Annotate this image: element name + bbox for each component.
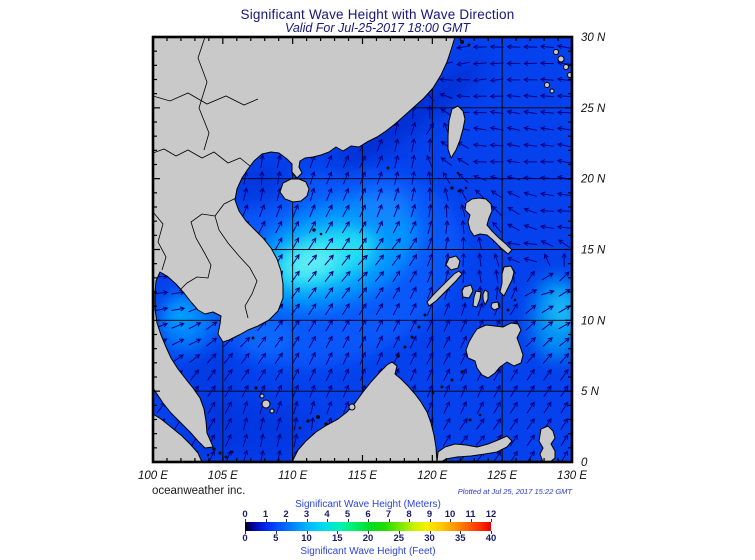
feet-tick-label: 5 (273, 533, 279, 544)
feet-tick-label: 0 (242, 533, 248, 544)
small-island (549, 88, 555, 94)
colorbar-tick (470, 519, 472, 522)
colorbar-tick (491, 531, 492, 534)
colorbar-tick (245, 531, 246, 534)
latitude-label: 25 N (580, 103, 606, 115)
feet-tick-label: 20 (362, 533, 374, 544)
degree-ticks (152, 36, 573, 463)
meters-tick-label: 4 (324, 509, 330, 520)
colorbar-tick (460, 531, 462, 534)
island-bohol (490, 301, 500, 311)
latitude-label: 0 (581, 457, 588, 469)
meters-tick-label: 0 (242, 509, 248, 520)
small-island (259, 393, 265, 399)
longitude-label: 100 E (138, 470, 168, 482)
credit-text: oceanweather inc. (152, 485, 246, 497)
colorbar-tick (368, 531, 369, 534)
longitude-label: 120 E (417, 470, 447, 482)
colorbar-tick (306, 519, 308, 522)
colorbar-tick (491, 519, 492, 522)
meters-tick-label: 12 (485, 509, 497, 520)
meters-tick-label: 1 (262, 509, 269, 520)
island-taiwan (447, 105, 466, 159)
island-mindoro (445, 255, 461, 271)
latitude-label: 5 N (581, 386, 600, 398)
chart-subtitle: Valid For Jul-25-2017 18:00 GMT (284, 21, 471, 35)
colorbar-tick (429, 519, 431, 522)
latitude-label: 10 N (581, 315, 606, 327)
longitude-label: 125 E (487, 470, 517, 482)
colorbar-feet-caption: Significant Wave Height (Feet) (300, 546, 436, 557)
island-luzon (464, 197, 513, 255)
island-sumatra (153, 413, 203, 462)
map-clipped-layers (153, 37, 572, 462)
island-samar (499, 265, 515, 297)
meters-tick-label: 11 (465, 509, 476, 520)
longitude-label: 115 E (348, 470, 378, 482)
small-island (544, 82, 550, 88)
small-island (557, 55, 565, 63)
island-mindanao (465, 322, 524, 379)
island-panay (461, 284, 474, 299)
colorbar-tick (388, 519, 390, 522)
small-island (348, 403, 356, 411)
island-sulawesi (436, 435, 513, 462)
plotted-timestamp: Plotted at Jul 25, 2017 15:22 GMT (457, 487, 572, 496)
longitude-label: 130 E (557, 470, 587, 482)
feet-tick-label: 15 (331, 533, 343, 544)
colorbar-meters-caption: Significant Wave Height (Meters) (295, 499, 441, 510)
meters-tick-label: 3 (303, 509, 310, 520)
colorbar-tick (327, 519, 328, 522)
longitude-label: 105 E (208, 470, 238, 482)
island-palawan (426, 270, 463, 307)
small-island (563, 64, 569, 70)
latitude-label: 30 N (581, 32, 606, 44)
meters-tick-label: 6 (365, 509, 371, 520)
feet-tick-label: 40 (485, 533, 497, 544)
colorbar-tick (398, 531, 400, 534)
chart-title: Significant Wave Height with Wave Direct… (240, 7, 515, 22)
small-island (553, 49, 559, 55)
country-borders (153, 37, 259, 319)
meters-tick-label: 5 (344, 509, 351, 520)
colorbar-tick (347, 519, 349, 522)
colorbar-tick (450, 519, 451, 522)
small-island (261, 399, 271, 409)
colorbar-tick (245, 519, 246, 522)
feet-tick-label: 35 (454, 533, 466, 544)
island-halmahera (538, 425, 556, 462)
colorbar-tick (286, 519, 287, 522)
land-masses (153, 37, 572, 462)
feet-tick-label: 30 (424, 533, 435, 544)
colorbar-gradient (245, 522, 491, 531)
colorbar-tick (275, 531, 277, 534)
coast-mainland-asia (153, 37, 456, 449)
island-hainan (279, 178, 310, 203)
meters-tick-label: 10 (444, 509, 456, 520)
colorbar-tick (409, 519, 410, 522)
colorbar-tick (368, 519, 369, 522)
island-negros (472, 290, 482, 308)
colorbar-tick (429, 531, 431, 534)
latitude-label: 15 N (581, 245, 606, 257)
meters-tick-label: 8 (406, 509, 412, 520)
longitude-label: 110 E (278, 470, 308, 482)
meters-tick-label: 7 (385, 509, 392, 520)
meters-tick-label: 2 (283, 509, 289, 520)
island-cebu (482, 289, 489, 306)
feet-tick-label: 10 (301, 533, 312, 544)
feet-tick-label: 25 (393, 533, 405, 544)
colorbar-tick (337, 531, 339, 534)
colorbar-tick (306, 531, 308, 534)
small-island (269, 408, 275, 414)
latitude-label: 20 N (580, 174, 606, 186)
colorbar-tick (265, 519, 267, 522)
meters-tick-label: 9 (426, 509, 433, 520)
islet-specks (206, 40, 517, 459)
